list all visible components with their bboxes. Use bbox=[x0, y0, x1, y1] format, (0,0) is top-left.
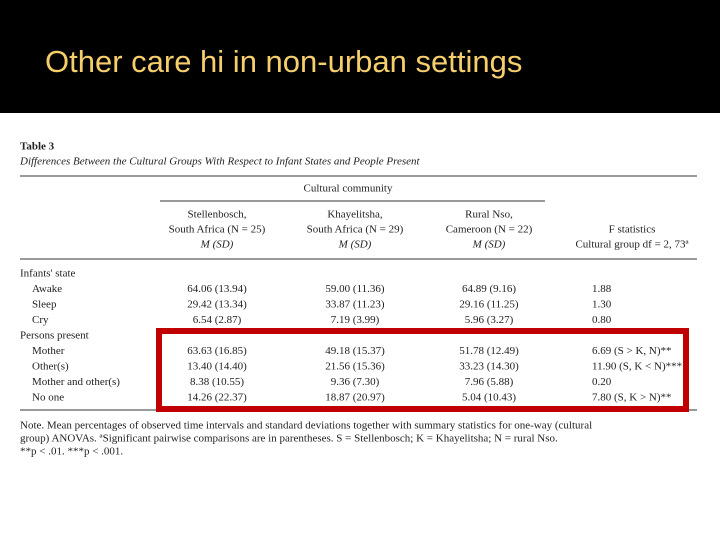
cell: 6.69 (S > K, N)** bbox=[592, 345, 672, 357]
cell: 7.80 (S, K > N)** bbox=[592, 392, 672, 404]
row-label: Mother bbox=[32, 345, 65, 357]
column-header: South Africa (N = 29) bbox=[307, 224, 404, 236]
column-header: South Africa (N = 25) bbox=[169, 224, 266, 236]
table-image bbox=[0, 113, 720, 540]
column-header: Rural Nso, bbox=[465, 209, 513, 221]
table-caption: Differences Between the Cultural Groups … bbox=[19, 156, 421, 168]
column-header: Khayelitsha, bbox=[327, 209, 383, 221]
highlight-box bbox=[156, 328, 689, 412]
cell: 5.96 (3.27) bbox=[465, 314, 514, 326]
cell: 33.23 (14.30) bbox=[459, 361, 519, 373]
column-header: Stellenbosch, bbox=[188, 209, 247, 221]
column-header: M (SD) bbox=[200, 239, 234, 251]
row-label: Other(s) bbox=[32, 361, 69, 373]
column-header: Cultural group df = 2, 73ª bbox=[575, 239, 689, 251]
column-header: Cameroon (N = 22) bbox=[446, 224, 533, 236]
cell: 1.30 bbox=[592, 299, 612, 311]
cell: 18.87 (20.97) bbox=[325, 392, 385, 404]
column-header: M (SD) bbox=[338, 239, 372, 251]
table-label: Table 3 bbox=[20, 141, 55, 153]
cell: 59.00 (11.36) bbox=[325, 283, 385, 295]
cell: 14.26 (22.37) bbox=[187, 392, 247, 404]
row-label: No one bbox=[32, 392, 64, 404]
cell: 7.96 (5.88) bbox=[465, 376, 514, 388]
column-header: M (SD) bbox=[472, 239, 506, 251]
cell: 13.40 (14.40) bbox=[187, 361, 247, 373]
cell: 5.04 (10.43) bbox=[462, 392, 516, 404]
column-header: F statistics bbox=[609, 224, 656, 236]
cell: 21.56 (15.36) bbox=[325, 361, 385, 373]
note: group) ANOVAs. ªSignificant pairwise com… bbox=[20, 433, 558, 445]
cell: 29.16 (11.25) bbox=[459, 299, 519, 311]
cell: 63.63 (16.85) bbox=[187, 345, 247, 357]
cell: 64.89 (9.16) bbox=[462, 283, 516, 295]
row-label: Cry bbox=[32, 314, 49, 326]
section-heading: Infants' state bbox=[20, 268, 76, 280]
note: Note. Mean percentages of observed time … bbox=[20, 420, 592, 432]
section-heading: Persons present bbox=[20, 330, 89, 342]
cell: 9.36 (7.30) bbox=[331, 376, 380, 388]
cell: 1.88 bbox=[592, 283, 612, 295]
row-label: Sleep bbox=[32, 299, 57, 311]
cell: 64.06 (13.94) bbox=[187, 283, 247, 295]
cell: 6.54 (2.87) bbox=[193, 314, 242, 326]
cell: 0.80 bbox=[592, 314, 612, 326]
cell: 33.87 (11.23) bbox=[325, 299, 385, 311]
spanner: Cultural community bbox=[304, 183, 393, 195]
note: **p < .01. ***p < .001. bbox=[20, 446, 123, 458]
cell: 8.38 (10.55) bbox=[190, 376, 244, 388]
cell: 29.42 (13.34) bbox=[187, 299, 247, 311]
cell: 49.18 (15.37) bbox=[325, 345, 385, 357]
cell: 7.19 (3.99) bbox=[331, 314, 380, 326]
cell: 51.78 (12.49) bbox=[459, 345, 519, 357]
row-label: Awake bbox=[32, 283, 62, 295]
cell: 0.20 bbox=[592, 376, 612, 388]
row-label: Mother and other(s) bbox=[32, 376, 120, 388]
cell: 11.90 (S, K < N)*** bbox=[592, 361, 682, 373]
slide-title: Other care hi in non-urban settings bbox=[45, 44, 522, 79]
